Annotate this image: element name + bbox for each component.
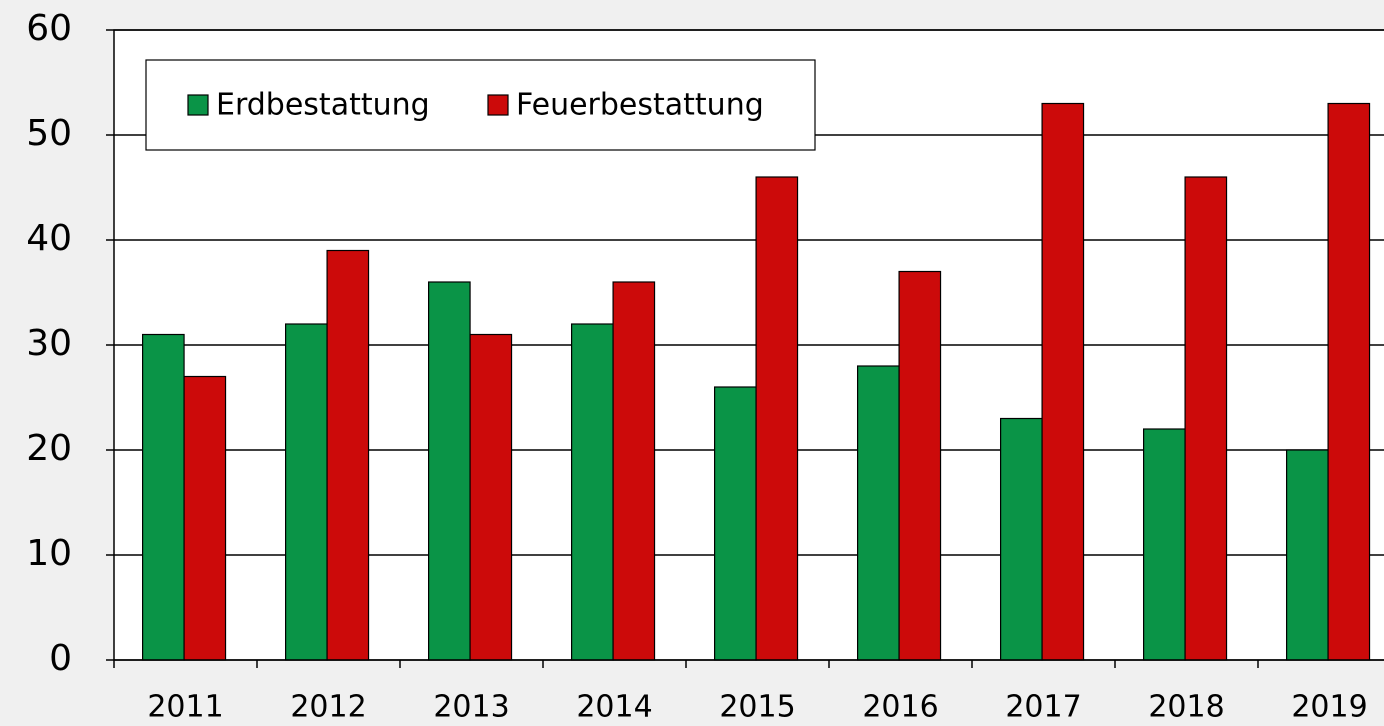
y-tick-label: 20 [26,428,72,469]
bar [285,323,328,661]
legend-swatch [487,94,509,116]
bar [1142,428,1186,661]
bar [755,176,799,661]
bar [1327,102,1371,661]
legend-label: Erdbestattung [216,88,430,123]
y-tick-label: 40 [26,218,72,259]
bar [142,333,185,661]
x-tick-label: 2015 [719,690,795,725]
x-tick-label: 2019 [1291,690,1367,725]
legend [145,59,816,151]
bar [469,333,513,661]
bar [1285,449,1329,661]
plot-border [113,29,1384,661]
bar [1184,176,1228,661]
x-tick-label: 2018 [1148,690,1224,725]
x-tick-label: 2013 [433,690,509,725]
bar [428,281,471,661]
bar [713,386,757,661]
x-tick-label: 2014 [576,690,652,725]
bar [856,365,900,661]
y-tick-label: 10 [26,533,72,574]
bar [183,375,227,661]
bar [612,281,656,661]
y-tick-label: 50 [26,113,72,154]
y-tick-label: 0 [49,638,72,679]
bar [1041,102,1085,661]
bar [326,249,370,661]
legend-swatch [187,94,209,116]
x-tick-label: 2012 [290,690,366,725]
y-tick-label: 60 [26,8,72,49]
x-tick-label: 2017 [1005,690,1081,725]
bar [999,417,1043,661]
bar [898,270,942,661]
bar [570,323,614,661]
legend-label: Feuerbestattung [516,88,764,123]
x-tick-label: 2011 [147,690,223,725]
x-tick-label: 2016 [862,690,938,725]
y-tick-label: 30 [26,323,72,364]
